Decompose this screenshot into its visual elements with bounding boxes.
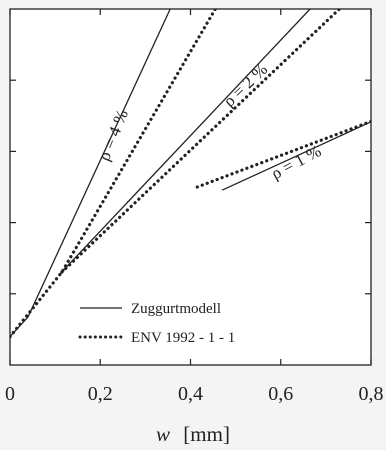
x-tick-label-0-6: 0,6 (268, 383, 293, 405)
series-line-solid-4 (221, 121, 371, 191)
series-line-dotted-1 (10, 9, 217, 339)
x-axis-unit: [mm] (183, 422, 230, 446)
legend-label-env-1992: ENV 1992 - 1 - 1 (131, 330, 235, 346)
series-layer (10, 9, 371, 339)
series-line-solid-2 (59, 9, 311, 275)
series-line-dotted-3 (60, 9, 342, 274)
axes (9, 8, 372, 366)
x-tick-label-0: 0 (5, 383, 15, 405)
series-line-solid-0 (10, 9, 171, 338)
x-tick-labels: 0 0,2 0,4 0,6 0,8 (5, 383, 384, 405)
x-axis-title: w [mm] (156, 422, 230, 446)
x-tick-label-0-4: 0,4 (178, 383, 203, 405)
series-line-dotted-5 (195, 119, 371, 189)
legend-label-zuggurtmodell: Zuggurtmodell (131, 301, 221, 317)
x-axis-variable: w (156, 422, 170, 446)
x-tick-label-0-2: 0,2 (88, 383, 113, 405)
x-tick-label-0-8: 0,8 (359, 383, 384, 405)
legend: Zuggurtmodell ENV 1992 - 1 - 1 (78, 301, 235, 346)
plot-frame (9, 8, 372, 366)
